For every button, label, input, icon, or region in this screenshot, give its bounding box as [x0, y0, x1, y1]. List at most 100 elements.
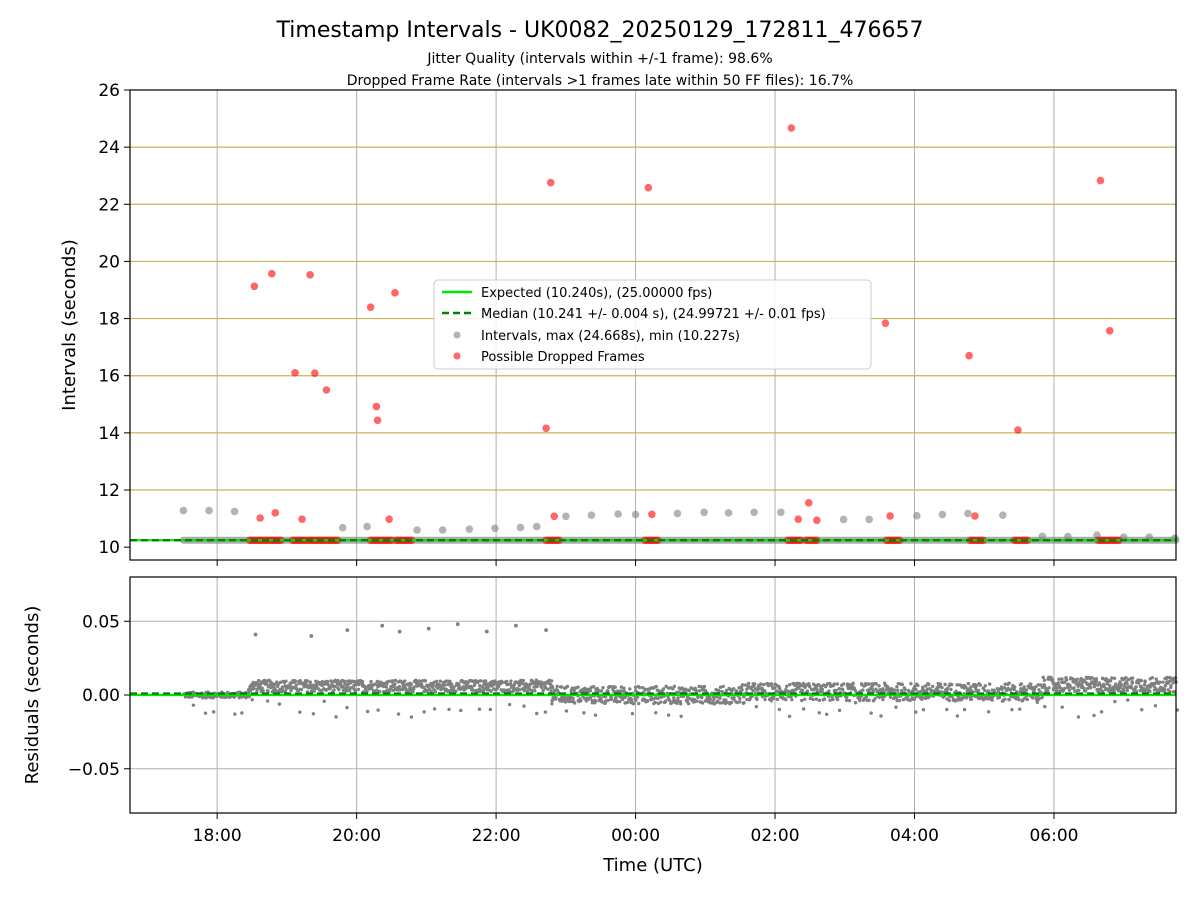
residual-point	[659, 700, 663, 704]
intervals-points	[179, 506, 1179, 542]
legend-median-label: Median (10.241 +/- 0.004 s), (24.99721 +…	[481, 307, 826, 322]
intervals-grid	[130, 90, 1176, 560]
residual-point	[614, 698, 618, 702]
residual-point	[447, 707, 451, 712]
residual-point	[250, 698, 254, 702]
residual-point	[570, 686, 574, 690]
dropped-frame-point	[385, 515, 393, 523]
residual-point	[203, 711, 208, 715]
residual-point	[256, 678, 261, 683]
residual-point	[353, 689, 358, 693]
intervals-y-tick-label: 26	[98, 81, 120, 101]
residual-point	[1038, 683, 1043, 687]
residual-point	[1163, 683, 1168, 688]
residual-point	[908, 698, 912, 703]
residual-point	[1118, 680, 1122, 684]
residual-point	[634, 688, 638, 693]
residual-point	[961, 695, 965, 700]
dropped-frame-point	[971, 512, 979, 520]
interval-point	[179, 506, 188, 515]
residual-point	[871, 689, 875, 694]
residual-point	[671, 687, 675, 691]
interval-point	[338, 523, 347, 532]
residual-point	[612, 689, 616, 694]
residual-point	[622, 686, 626, 690]
residual-point	[686, 701, 691, 706]
residual-point	[590, 699, 594, 703]
residual-point	[963, 684, 968, 689]
residual-point	[555, 684, 559, 689]
residual-point	[743, 683, 748, 687]
residual-point	[817, 711, 821, 715]
residual-point	[1108, 679, 1113, 683]
residual-point	[277, 702, 282, 706]
residual-point	[473, 682, 477, 686]
residual-point	[1037, 696, 1042, 701]
residual-point	[772, 696, 776, 701]
residuals-y-tick-label: 0.00	[82, 686, 120, 706]
residual-point	[777, 707, 782, 712]
residual-point	[867, 698, 871, 702]
residual-point	[1057, 677, 1061, 681]
residual-point	[598, 696, 602, 700]
dropped-frame-point	[965, 351, 973, 360]
residual-point	[801, 707, 806, 711]
residual-point	[332, 688, 336, 692]
residual-point	[434, 679, 439, 683]
residual-point	[1125, 688, 1129, 692]
residual-point	[550, 684, 554, 689]
residual-point	[755, 697, 759, 702]
residual-point	[844, 698, 849, 703]
residual-point	[233, 712, 237, 716]
residual-point	[1000, 699, 1005, 703]
residual-point	[784, 684, 789, 689]
residual-point	[409, 715, 414, 719]
residual-point	[895, 685, 899, 689]
residual-point	[299, 687, 303, 692]
residual-point	[488, 707, 493, 712]
chart-title: Timestamp Intervals - UK0082_20250129_17…	[276, 18, 924, 43]
intervals-plot: 10 12 14 16 18 20 22 24 26 Intervals (seconds) E…	[59, 81, 1180, 566]
residual-point	[1050, 678, 1055, 682]
residual-point	[613, 685, 617, 689]
residual-point	[841, 682, 846, 686]
residual-point	[773, 686, 777, 690]
x-tick-label: 04:00	[890, 826, 939, 846]
residual-point	[252, 686, 256, 690]
residual-point	[820, 687, 825, 692]
residual-point	[476, 680, 480, 685]
residuals-y-axis-label: Residuals (seconds)	[22, 606, 43, 785]
residual-point	[718, 696, 722, 700]
residual-point	[723, 701, 728, 706]
residual-point	[740, 688, 744, 692]
residual-point	[422, 710, 426, 714]
legend-expected-label: Expected (10.240s), (25.00000 fps)	[481, 286, 712, 301]
residual-point	[919, 689, 923, 694]
residual-point	[700, 695, 704, 700]
residual-point	[478, 683, 482, 688]
residual-point	[387, 679, 391, 683]
residual-point	[637, 701, 641, 706]
residual-point	[370, 684, 375, 688]
dropped-frame-point	[804, 499, 813, 507]
residual-point	[477, 707, 482, 711]
residual-outlier-point	[309, 634, 314, 638]
residual-point	[596, 689, 601, 693]
residual-point	[1119, 682, 1123, 687]
interval-point	[750, 508, 758, 517]
residual-point	[844, 695, 849, 699]
dropped-frame-point	[794, 515, 803, 523]
intervals-y-tick-label: 20	[98, 252, 120, 272]
residual-point	[1125, 682, 1129, 686]
residual-point	[1148, 689, 1152, 693]
residual-point	[1023, 696, 1027, 700]
residual-point	[579, 699, 583, 703]
residual-point	[1168, 679, 1172, 683]
residual-point	[535, 711, 539, 716]
residual-point	[1062, 680, 1067, 684]
residuals-y-tick-label: 0.05	[82, 612, 120, 632]
residual-point	[940, 685, 944, 690]
residual-point	[900, 682, 905, 687]
residual-point	[606, 689, 610, 693]
interval-point	[964, 509, 972, 518]
